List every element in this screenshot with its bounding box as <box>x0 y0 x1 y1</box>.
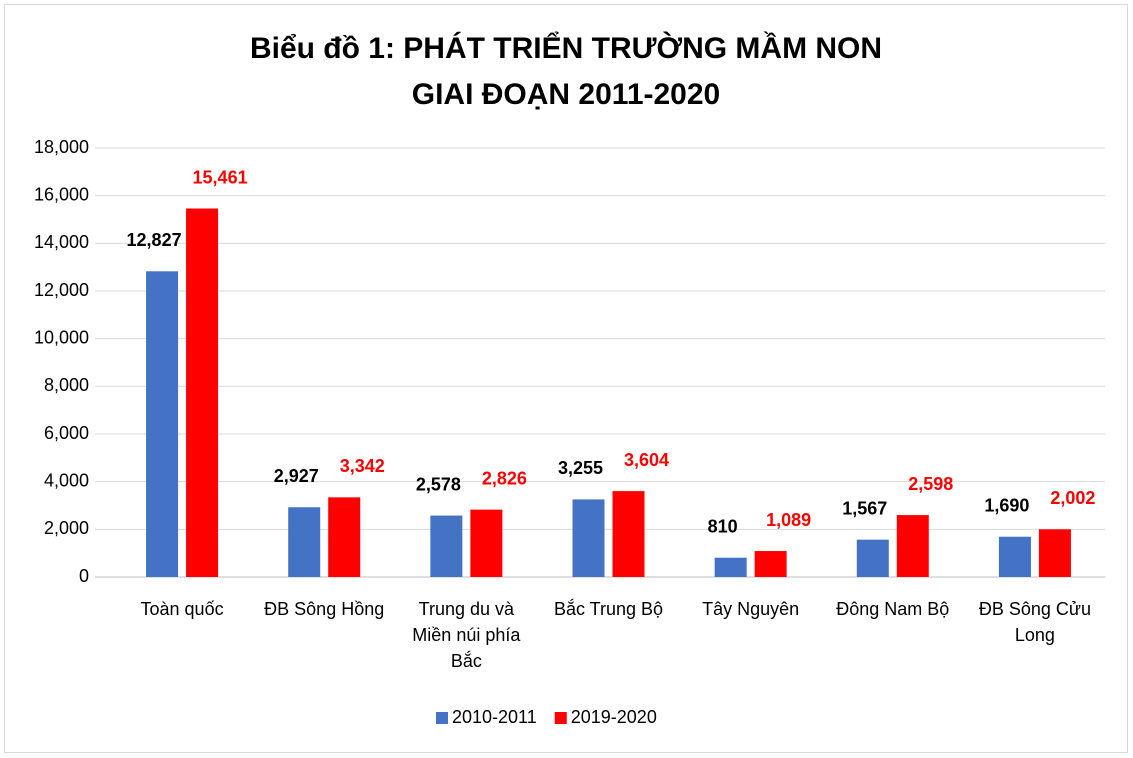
legend-label: 2019-2020 <box>571 707 657 727</box>
data-label: 810 <box>708 516 738 536</box>
bar <box>146 271 179 577</box>
x-tick-label: ĐB Sông Cửu Long <box>978 599 1091 645</box>
data-label: 1,690 <box>984 495 1029 515</box>
chart-frame <box>4 4 1128 753</box>
x-tick-label: Đông Nam Bộ <box>836 599 950 619</box>
data-label: 1,089 <box>766 510 811 530</box>
data-label: 2,927 <box>274 466 319 486</box>
bar <box>714 557 747 577</box>
y-tick-label: 14,000 <box>34 232 89 252</box>
bar <box>754 551 787 577</box>
y-tick-label: 4,000 <box>44 470 89 490</box>
legend-swatch <box>554 712 567 724</box>
x-tick-label: Bắc Trung Bộ <box>553 599 664 619</box>
y-tick-label: 6,000 <box>44 423 89 443</box>
y-tick-label: 8,000 <box>44 375 89 395</box>
y-tick-label: 12,000 <box>34 280 89 300</box>
data-label: 12,827 <box>127 230 182 250</box>
data-label: 15,461 <box>193 167 248 187</box>
bar <box>896 515 929 577</box>
data-label: 2,598 <box>908 474 953 494</box>
data-label: 1,567 <box>842 498 887 518</box>
bar <box>572 499 605 577</box>
bar <box>856 539 889 577</box>
y-tick-label: 10,000 <box>34 327 89 347</box>
y-tick-label: 18,000 <box>34 137 89 157</box>
data-label: 3,604 <box>624 450 669 470</box>
x-tick-label: ĐB Sông Hồng <box>264 599 385 619</box>
y-tick-label: 16,000 <box>34 184 89 204</box>
bar <box>328 497 361 577</box>
legend-label: 2010-2011 <box>452 707 537 727</box>
bar <box>430 515 463 577</box>
chart-title: Biểu đồ 1: PHÁT TRIỂN TRƯỜNG MẦM NON GIA… <box>249 32 883 111</box>
y-tick-label: 0 <box>79 566 89 586</box>
x-tick-label: Toàn quốc <box>140 599 224 619</box>
data-label: 2,826 <box>482 468 527 488</box>
bar <box>186 208 219 578</box>
bar <box>612 491 645 577</box>
x-tick-label: Tây Nguyên <box>702 599 800 619</box>
bar <box>470 509 503 577</box>
data-label: 2,002 <box>1050 488 1095 508</box>
data-label: 3,342 <box>340 456 385 476</box>
data-label: 3,255 <box>558 458 603 478</box>
data-label: 2,578 <box>416 474 461 494</box>
x-tick-label: Trung du và Miền núi phía Bắc <box>412 599 521 671</box>
bar <box>998 536 1031 577</box>
bar <box>1038 529 1071 577</box>
legend-swatch <box>436 712 448 724</box>
bar <box>288 507 321 577</box>
y-tick-label: 2,000 <box>44 518 89 538</box>
